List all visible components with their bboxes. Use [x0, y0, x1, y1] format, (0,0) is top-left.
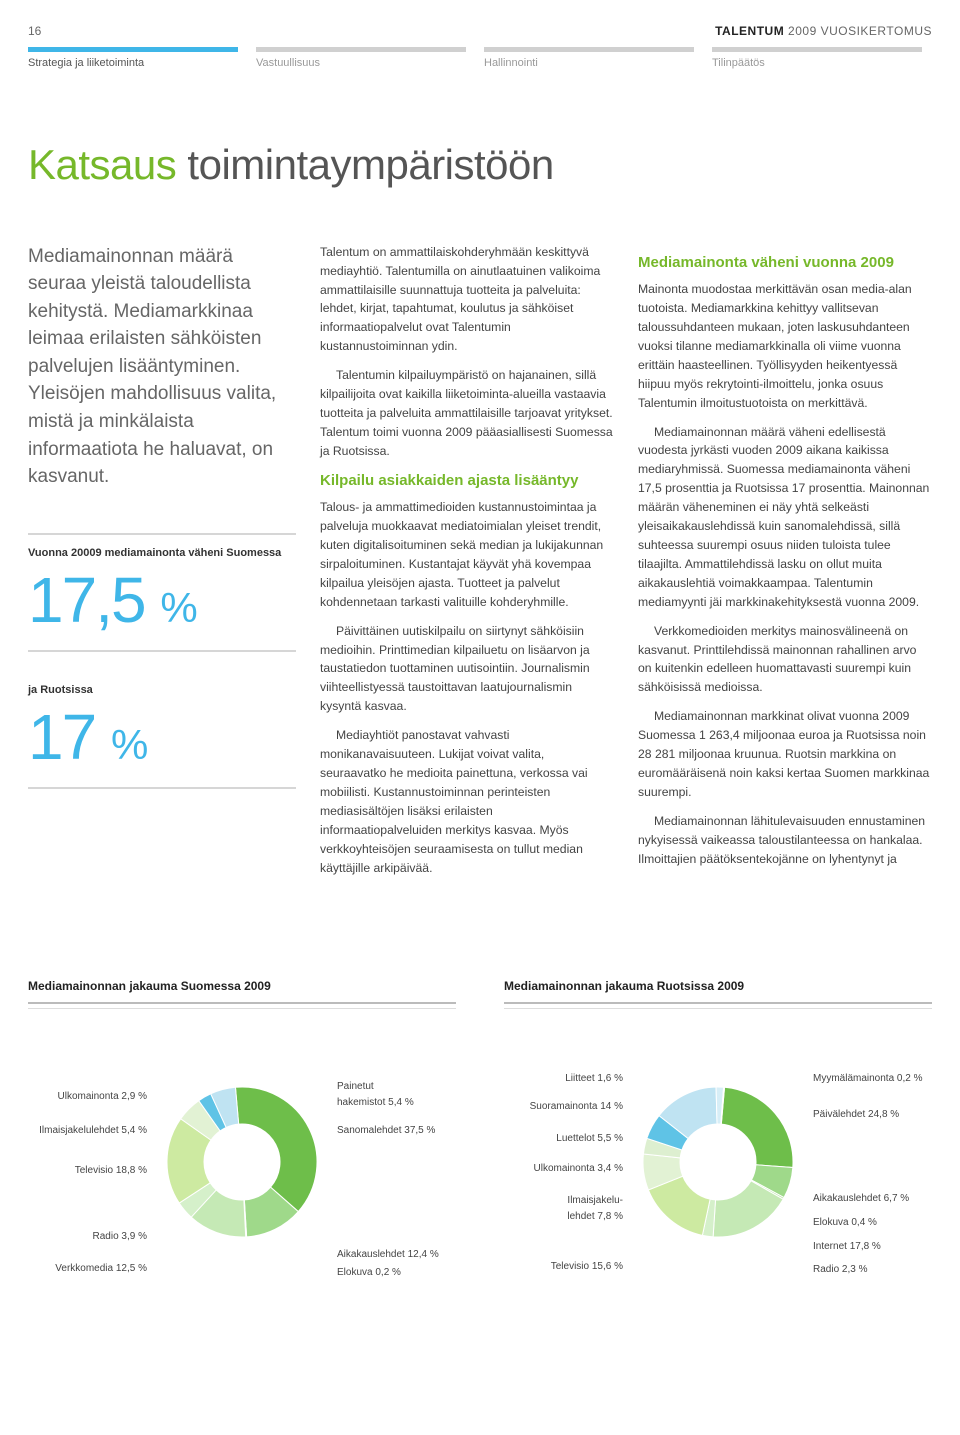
- chart-label: Ilmaisjakelu-lehdet 7,8 %: [567, 1193, 623, 1224]
- c2-p1: Talentum on ammattilaiskohderyhmään kesk…: [320, 243, 614, 356]
- c2-p4: Päivittäinen uutiskilpailu on siirtynyt …: [320, 622, 614, 717]
- tab-strategia-ja-liiketoiminta[interactable]: Strategia ja liiketoiminta: [28, 47, 238, 72]
- chart-fi-title: Mediamainonnan jakauma Suomessa 2009: [28, 977, 456, 1004]
- chart-label: Ulkomainonta 3,4 %: [534, 1161, 624, 1177]
- chart-label: Verkkomedia 12,5 %: [55, 1261, 147, 1277]
- chart-label: Aikakauslehdet 6,7 %: [813, 1191, 909, 1207]
- c3-p4: Mediamainonnan markkinat olivat vuonna 2…: [638, 707, 932, 802]
- chart-label: Myymälämainonta 0,2 %: [813, 1071, 923, 1087]
- intro-paragraph: Mediamainonnan määrä seuraa yleistä talo…: [28, 243, 296, 491]
- section-tabs: Strategia ja liiketoiminta Vastuullisuus H…: [28, 47, 932, 72]
- chart-label: Elokuva 0,2 %: [337, 1265, 401, 1281]
- chart-label: Internet 17,8 %: [813, 1239, 881, 1255]
- chart-finland: Mediamainonnan jakauma Suomessa 2009 Ulk…: [28, 977, 456, 1287]
- doc-title: TALENTUM 2009 VUOSIKERTOMUS: [715, 22, 932, 41]
- stat1-label: Vuonna 20009 mediamainonta väheni Suomes…: [28, 545, 296, 562]
- stat-block-1: Vuonna 20009 mediamainonta väheni Suomes…: [28, 533, 296, 652]
- page-title: Katsaus toimintaympäristöön: [28, 132, 932, 197]
- chart-label: Televisio 18,8 %: [75, 1163, 147, 1179]
- c2-p5: Mediayhtiöt panostavat vahvasti monikana…: [320, 726, 614, 877]
- c2-p2: Talentumin kilpailuympäristö on hajanain…: [320, 366, 614, 461]
- header-bar: 16 TALENTUM 2009 VUOSIKERTOMUS: [28, 22, 932, 41]
- chart-se-title: Mediamainonnan jakauma Ruotsissa 2009: [504, 977, 932, 1004]
- chart-label: Päivälehdet 24,8 %: [813, 1107, 899, 1123]
- c3-p2: Mediamainonnan määrä väheni edellisestä …: [638, 423, 932, 612]
- tab-hallinnointi[interactable]: Hallinnointi: [484, 47, 694, 72]
- tab-vastuullisuus[interactable]: Vastuullisuus: [256, 47, 466, 72]
- tab-tilinpäätös[interactable]: Tilinpäätös: [712, 47, 922, 72]
- chart-label: Elokuva 0,4 %: [813, 1215, 877, 1231]
- chart-label: Radio 3,9 %: [93, 1229, 147, 1245]
- stat2-label: ja Ruotsissa: [28, 682, 296, 699]
- c3-heading: Mediamainonta väheni vuonna 2009: [638, 253, 932, 273]
- c2-p3: Talous- ja ammattimedioiden kustannustoi…: [320, 498, 614, 611]
- donut-svg: [633, 1077, 803, 1247]
- donut-svg: [157, 1077, 327, 1247]
- chart-label: Radio 2,3 %: [813, 1262, 867, 1278]
- page-number: 16: [28, 22, 41, 41]
- chart-label: Aikakauslehdet 12,4 %: [337, 1247, 439, 1263]
- column-2: Talentum on ammattilaiskohderyhmään kesk…: [320, 243, 614, 888]
- chart-label: Ilmaisjakelulehdet 5,4 %: [39, 1123, 147, 1139]
- chart-label: Suoramainonta 14 %: [530, 1099, 623, 1115]
- c3-p5: Mediamainonnan lähitulevaisuuden ennusta…: [638, 812, 932, 869]
- chart-label: Sanomalehdet 37,5 %: [337, 1123, 435, 1139]
- chart-label: Luettelot 5,5 %: [556, 1131, 623, 1147]
- stat-block-2: ja Ruotsissa 17 %: [28, 682, 296, 789]
- c3-p3: Verkkomedioiden merkitys mainosvälineenä…: [638, 622, 932, 698]
- chart-label: Televisio 15,6 %: [551, 1259, 623, 1275]
- c3-p1: Mainonta muodostaa merkittävän osan medi…: [638, 280, 932, 412]
- stat1-value: 17,5 %: [28, 568, 296, 632]
- chart-sweden: Mediamainonnan jakauma Ruotsissa 2009 Li…: [504, 977, 932, 1287]
- chart-label: Painetuthakemistot 5,4 %: [337, 1079, 414, 1110]
- stat2-value: 17 %: [28, 705, 296, 769]
- column-3: Mediamainonta väheni vuonna 2009 Mainont…: [638, 243, 932, 888]
- chart-label: Ulkomainonta 2,9 %: [58, 1089, 148, 1105]
- chart-label: Liitteet 1,6 %: [565, 1071, 623, 1087]
- c2-heading: Kilpailu asiakkaiden ajasta lisääntyy: [320, 471, 614, 491]
